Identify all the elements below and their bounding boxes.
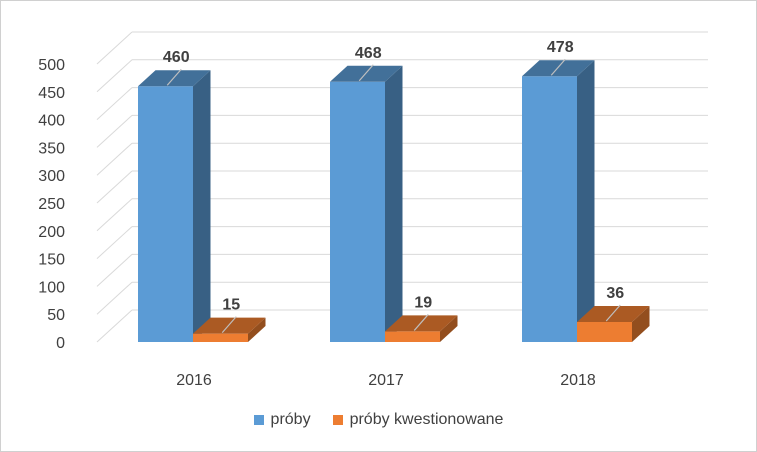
data-label-proby-kwestionowane-2017: 19 — [414, 294, 432, 311]
bar-proby-2016-side — [193, 70, 211, 343]
grid-side-200 — [96, 198, 133, 232]
bar-proby-2017-front — [330, 81, 385, 343]
y-tick-label-400: 400 — [38, 113, 65, 130]
bar-proby-kwestionowane-2016-top — [193, 317, 266, 334]
bar-proby-2017-leader — [358, 64, 374, 82]
grid-side-350 — [96, 115, 133, 148]
grid-side-500 — [96, 31, 133, 65]
grid-side-150 — [96, 226, 133, 259]
bar-proby-2018-leader — [550, 58, 566, 76]
y-tick-label-300: 300 — [38, 168, 65, 185]
legend-item-proby: próby — [253, 411, 311, 429]
y-tick-label-350: 350 — [38, 140, 65, 157]
chart-plot: 0 50 100 150 200 250 300 350 400 450 500 2016 460 15 2… — [38, 31, 708, 389]
legend-swatch-proby-kwestionowane — [332, 415, 343, 425]
y-tick-label-250: 250 — [38, 196, 65, 213]
bar-proby-kwestionowane-2018-leader — [605, 304, 621, 322]
y-tick-label-0: 0 — [56, 335, 65, 352]
grid-side-400 — [96, 87, 133, 120]
x-category-label-2018: 2018 — [560, 372, 596, 389]
grid-side-250 — [96, 170, 133, 204]
grid-side-300 — [96, 142, 133, 176]
bar-proby-2018-front — [522, 76, 577, 343]
data-label-proby-kwestionowane-2016: 15 — [222, 297, 240, 314]
legend-item-proby-kwestionowane: próby kwestionowane — [332, 411, 504, 429]
grid-side-0 — [96, 309, 133, 343]
bar-proby-kwestionowane-2018-front — [577, 321, 632, 342]
x-category-label-2016: 2016 — [176, 372, 212, 389]
y-tick-label-150: 150 — [38, 252, 65, 269]
legend: próby próby kwestionowane — [1, 411, 756, 429]
data-label-proby-2017: 468 — [355, 45, 382, 62]
data-label-proby-2016: 460 — [163, 49, 190, 66]
bar-proby-kwestionowane-2016-front — [193, 333, 248, 342]
bar-proby-2016-leader — [166, 68, 182, 86]
bar-proby-kwestionowane-2017-top — [385, 315, 458, 332]
bar-proby-kwestionowane-2017-leader — [413, 314, 429, 331]
legend-label-proby: próby — [270, 411, 311, 428]
y-tick-label-500: 500 — [38, 57, 65, 74]
legend-swatch-proby — [253, 415, 264, 425]
y-tick-label-200: 200 — [38, 224, 65, 241]
bar-proby-kwestionowane-2018-side — [632, 305, 650, 342]
grid-side-50 — [96, 281, 133, 315]
bar-proby-kwestionowane-2016-leader — [221, 316, 237, 334]
bar-proby-kwestionowane-2016-side — [248, 317, 266, 342]
data-label-proby-kwestionowane-2018: 36 — [606, 285, 624, 302]
bar-proby-kwestionowane-2017-side — [440, 315, 458, 342]
bar-proby-2018-top — [522, 60, 595, 77]
y-tick-label-50: 50 — [47, 307, 65, 324]
data-label-proby-2018: 478 — [547, 39, 574, 56]
y-tick-label-450: 450 — [38, 85, 65, 102]
bar-proby-2017-side — [385, 65, 403, 343]
bar-proby-2017-top — [330, 65, 403, 82]
grid-side-100 — [96, 254, 133, 287]
y-tick-label-100: 100 — [38, 279, 65, 296]
bar-proby-kwestionowane-2017-front — [385, 331, 440, 342]
x-category-label-2017: 2017 — [368, 372, 404, 389]
legend-label-proby-kwestionowane: próby kwestionowane — [349, 411, 504, 428]
bar-proby-2018-side — [577, 60, 595, 343]
grid-side-450 — [96, 59, 133, 93]
bar-proby-2016-front — [138, 86, 193, 343]
bar-proby-kwestionowane-2018-top — [577, 305, 650, 322]
bar-proby-2016-top — [138, 70, 211, 87]
